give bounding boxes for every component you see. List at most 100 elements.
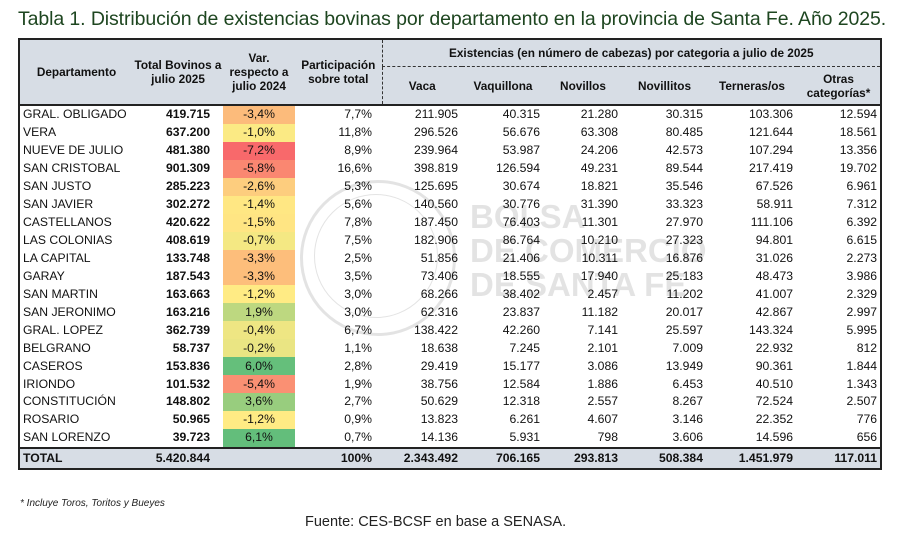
vaca-cell: 398.819 [413,161,458,176]
terneras-cell: 14.596 [755,430,793,445]
terneras-cell: 94.801 [755,233,793,248]
terneras-cell: 31.026 [755,250,793,265]
total-bovinos-cell: 901.309 [165,161,210,176]
novillitos-cell: 8.267 [672,394,704,409]
vaquillona-cell: 30.674 [502,179,540,194]
vaquillona-cell: 18.555 [502,268,540,283]
departamento-cell: BELGRANO [23,340,91,355]
vaquillona-cell: 86.764 [502,233,540,248]
variation-cell: -0,4% [223,321,295,340]
participation-cell: 11,8% [338,125,372,140]
total-bovinos-cell: 481.380 [165,143,210,158]
vaca-cell: 138.422 [413,322,458,337]
variation-cell: -1,2% [223,410,295,429]
header-terneras: Terneras/os [707,66,797,105]
vaca-cell: 2.343.492 [382,446,462,470]
terneras-cell: 1.451.979 [707,446,797,470]
table-row: SAN JAVIER 302.272 -1,4% 5,6% 140.560 30.776 3… [19,195,881,214]
header-vaquillona: Vaquillona [462,66,544,105]
novillos-cell: 17.940 [580,268,618,283]
footnote: * Incluye Toros, Toritos y Bueyes [20,498,165,509]
departamento-cell: SAN JERONIMO [23,304,116,319]
table-row: NUEVE DE JULIO 481.380 -7,2% 8,9% 239.964 53.… [19,141,881,160]
participation-cell: 2,7% [344,394,372,409]
total-bovinos-cell: 419.715 [165,107,210,122]
participation-cell: 2,5% [344,250,372,265]
header-category-group: Existencias (en número de cabezas) por c… [381,39,882,67]
table-row: ROSARIO 50.965 -1,2% 0,9% 13.823 6.261 4.607 3.… [19,410,881,429]
participation-cell: 1,9% [344,376,372,391]
variation-cell: -5,8% [223,159,295,178]
novillitos-cell: 6.453 [672,376,704,391]
departamento-cell: GARAY [23,268,65,283]
departamento-cell: CONSTITUCIÓN [23,394,116,409]
novillitos-cell: 20.017 [665,304,703,319]
table-row: LAS COLONIAS 408.619 -0,7% 7,5% 182.906 86.76… [19,231,881,250]
total-bovinos-cell: 187.543 [165,268,210,283]
vaca-cell: 239.964 [413,143,458,158]
variation-cell: -2,6% [223,177,295,196]
header-participacion: Participación sobre total [295,39,382,105]
novillitos-cell: 7.009 [672,340,704,355]
otras-cell: 812 [856,340,878,355]
vaca-cell: 13.823 [420,412,458,427]
total-bovinos-cell: 637.200 [165,125,210,140]
total-bovinos-cell: 101.532 [165,376,210,391]
vaca-cell: 14.136 [420,430,458,445]
variation-cell: -1,2% [223,285,295,304]
terneras-cell: 217.419 [748,161,793,176]
header-vaca: Vaca [381,66,462,105]
terneras-cell: 22.932 [755,340,793,355]
vaquillona-cell: 15.177 [502,358,540,373]
vaquillona-cell: 12.318 [502,394,540,409]
variation-cell: 3,6% [223,393,295,411]
variation-cell: -7,2% [223,141,295,160]
departamento-cell: SAN LORENZO [23,430,111,445]
vaquillona-cell: 40.315 [502,107,540,122]
total-bovinos-cell: 58.737 [172,340,210,355]
vaquillona-cell: 42.260 [502,322,540,337]
novillos-cell: 2.457 [587,286,619,301]
variation-cell: 6,0% [223,357,295,376]
departamento-cell: SAN CRISTOBAL [23,161,121,176]
vaquillona-cell: 30.776 [502,197,540,212]
otras-cell: 1.844 [846,358,878,373]
otras-cell: 117.011 [797,446,882,470]
departamento-cell: GRAL. OBLIGADO [23,107,127,122]
departamento-cell: NUEVE DE JULIO [23,143,124,158]
participation-cell: 0,9% [344,412,372,427]
novillos-cell: 18.821 [580,179,618,194]
novillos-cell: 798 [597,430,618,445]
table-row: SAN MARTIN 163.663 -1,2% 3,0% 68.266 38.402 2.… [19,285,881,304]
otras-cell: 656 [856,430,878,445]
participation-cell: 7,7% [344,107,372,122]
novillos-cell: 24.206 [580,143,618,158]
participation-cell: 3,0% [344,286,372,301]
vaca-cell: 18.638 [420,340,458,355]
table-row: GRAL. OBLIGADO 419.715 -3,4% 7,7% 211.905 40.… [19,105,881,124]
vaca-cell: 211.905 [414,107,458,122]
total-bovinos-cell: 420.622 [165,215,210,230]
vaca-cell: 73.406 [420,268,458,283]
vaca-cell: 62.316 [420,304,458,319]
novillos-cell: 10.311 [581,250,618,265]
table-row: GARAY 187.543 -3,3% 3,5% 73.406 18.555 17.940 2… [19,267,881,286]
table-row: VERA 637.200 -1,0% 11,8% 296.526 56.676 63.308… [19,123,881,142]
table-title: Tabla 1. Distribución de existencias bov… [18,8,887,30]
novillos-cell: 10.210 [580,233,618,248]
novillitos-cell: 27.970 [665,215,703,230]
vaquillona-cell: 23.837 [502,304,540,319]
otras-cell: 6.961 [846,179,878,194]
total-bovinos-cell: 163.216 [165,304,210,319]
total-bovinos-cell: 362.739 [165,322,210,337]
vaquillona-cell: 706.165 [462,446,544,470]
terneras-cell: 121.644 [748,125,793,140]
terneras-cell: 107.294 [748,143,793,158]
terneras-cell: 48.473 [755,268,793,283]
variation-cell: -1,4% [223,195,295,214]
terneras-cell: 40.510 [755,376,793,391]
vaquillona-cell: 76.403 [502,215,540,230]
table-row: SAN JUSTO 285.223 -2,6% 5,3% 125.695 30.674 18… [19,177,881,196]
terneras-cell: 41.007 [755,286,793,301]
otras-cell: 5.995 [846,322,878,337]
